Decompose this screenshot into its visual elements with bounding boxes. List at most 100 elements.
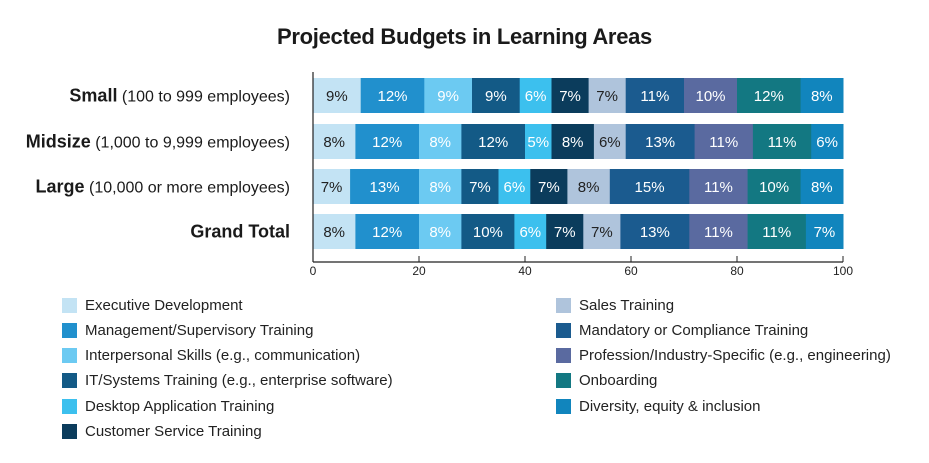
data-label: 7% — [321, 179, 343, 196]
bar-segment: 13% — [625, 124, 696, 159]
data-label: 11% — [709, 134, 738, 151]
bar-rect — [461, 169, 499, 204]
data-label: 10% — [695, 88, 725, 105]
bar-rect — [737, 78, 802, 113]
bar-segment: 7% — [461, 169, 499, 204]
category-name: Large — [36, 177, 85, 197]
bar-segment: 8% — [800, 169, 844, 204]
bar-segment: 8% — [551, 124, 595, 159]
data-label: 13% — [370, 179, 400, 196]
bar-rect — [593, 124, 627, 159]
data-label: 10% — [759, 179, 789, 196]
data-label: 7% — [559, 88, 581, 105]
bar-segment: 11% — [747, 214, 807, 249]
data-label: 9% — [326, 88, 348, 105]
category-label: Large (10,000 or more employees) — [36, 177, 290, 197]
data-label: 8% — [323, 134, 345, 151]
category-detail: (10,000 or more employees) — [85, 180, 290, 197]
category-label: Grand Total — [190, 222, 290, 242]
bar-rect — [525, 124, 552, 159]
bar-rect — [461, 214, 515, 249]
data-label: 13% — [640, 224, 670, 241]
bar-segment: 9% — [472, 78, 521, 113]
data-label: 8% — [811, 88, 833, 105]
data-label: 8% — [578, 179, 600, 196]
bar-segment: 7% — [588, 78, 627, 113]
bar-segment: 8% — [419, 124, 462, 159]
bar-rect — [514, 214, 547, 249]
bar-rect — [313, 78, 362, 113]
data-label: 12% — [372, 224, 402, 241]
bar-rect — [530, 169, 568, 204]
data-label: 7% — [596, 88, 618, 105]
bar-segment: 8% — [419, 169, 462, 204]
bar-segment: 12% — [355, 124, 420, 159]
bar-rect — [583, 214, 621, 249]
data-label: 6% — [599, 134, 621, 151]
bar-rect — [805, 214, 844, 249]
bar-segment: 11% — [752, 124, 812, 159]
category-label: Small (100 to 999 employees) — [69, 86, 290, 106]
data-label: 11% — [762, 224, 791, 241]
bar-segment: 9% — [313, 78, 362, 113]
bar-rect — [355, 214, 420, 249]
bar-rect — [747, 214, 807, 249]
data-label: 13% — [645, 134, 675, 151]
data-label: 11% — [704, 179, 733, 196]
bar-segment: 7% — [546, 214, 584, 249]
bar-segment: 9% — [424, 78, 473, 113]
bar-segment: 5% — [525, 124, 552, 159]
bar-rect — [747, 169, 802, 204]
data-label: 6% — [519, 224, 541, 241]
bar-segment: 7% — [551, 78, 590, 113]
bar-rect — [355, 124, 420, 159]
bar-segment: 8% — [567, 169, 611, 204]
data-label: 6% — [525, 88, 547, 105]
bar-segment: 8% — [313, 214, 356, 249]
data-label: 8% — [811, 179, 833, 196]
data-label: 11% — [640, 88, 669, 105]
data-label: 6% — [504, 179, 526, 196]
bar-rect — [419, 169, 462, 204]
data-label: 8% — [429, 179, 451, 196]
bars: 9% 12% 9% 9% 6% 7% 7% 11% 10% 12% 8% 8% 12% 8% 12% 5% 8%… — [313, 78, 844, 249]
data-label: 12% — [754, 88, 784, 105]
data-label: 7% — [591, 224, 613, 241]
bar-rect — [546, 214, 584, 249]
data-label: 11% — [768, 134, 797, 151]
bar-rect — [625, 124, 696, 159]
bar-segment: 12% — [461, 124, 526, 159]
bar-rect — [360, 78, 425, 113]
bar-segment: 7% — [530, 169, 568, 204]
bar-rect — [419, 124, 462, 159]
bar-rect — [313, 169, 351, 204]
x-tick-label: 40 — [518, 264, 532, 278]
data-label: 7% — [538, 179, 560, 196]
bar-rect — [567, 169, 611, 204]
category-detail: (1,000 to 9,999 employees) — [91, 135, 290, 152]
bar-rect — [625, 78, 685, 113]
bar-segment: 11% — [625, 78, 685, 113]
data-label: 15% — [635, 179, 665, 196]
bar-segment: 12% — [355, 214, 420, 249]
bar-segment: 13% — [350, 169, 420, 204]
bar-segment: 7% — [583, 214, 621, 249]
bar-segment: 11% — [694, 124, 754, 159]
data-label: 8% — [562, 134, 584, 151]
bar-rect — [620, 214, 690, 249]
data-label: 12% — [377, 88, 407, 105]
bar-segment: 13% — [620, 214, 690, 249]
data-label: 12% — [478, 134, 508, 151]
x-tick-label: 100 — [833, 264, 853, 278]
bar-segment: 11% — [689, 169, 749, 204]
data-label: 12% — [372, 134, 402, 151]
bar-rect — [800, 169, 844, 204]
bar-rect — [461, 124, 526, 159]
bar-segment: 12% — [360, 78, 425, 113]
bar-segment: 10% — [461, 214, 515, 249]
data-label: 7% — [554, 224, 576, 241]
bar-segment: 11% — [689, 214, 749, 249]
bar-segment: 8% — [419, 214, 462, 249]
category-name: Small — [69, 86, 117, 106]
